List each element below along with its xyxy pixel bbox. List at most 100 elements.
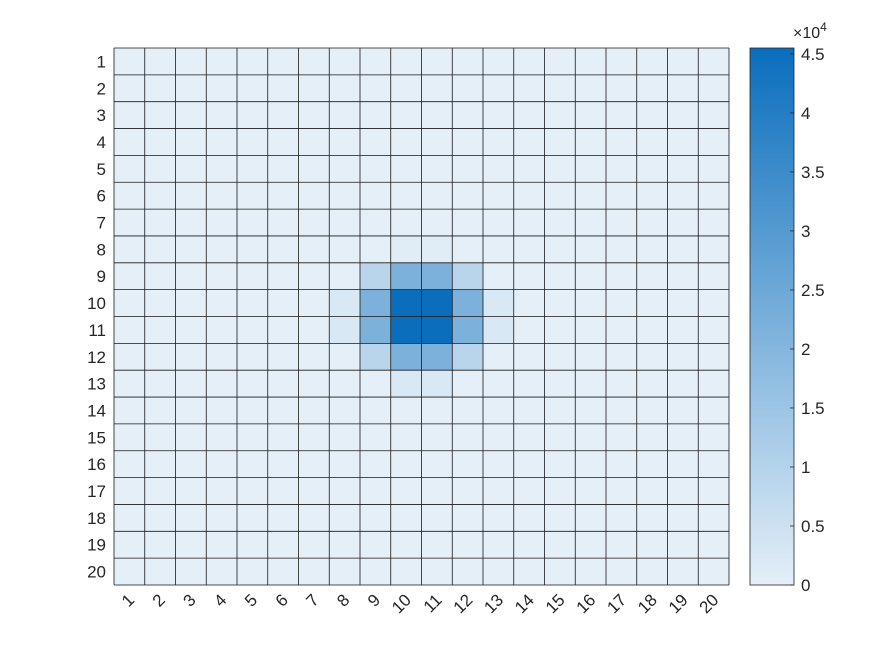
heatmap-cell-r7-c6 [267,209,299,237]
heatmap-cell-r13-c6 [267,370,299,398]
heatmap-cell-r5-c1 [114,155,146,183]
heatmap-cell-r7-c5 [237,209,269,237]
heatmap-cell-r12-c20 [698,343,730,371]
x-tick-label: 5 [241,590,261,610]
heatmap-cell-r3-c20 [698,101,730,129]
heatmap-cell-r6-c11 [421,182,453,210]
heatmap-cell-r12-c4 [206,343,238,371]
heatmap-cell-r14-c12 [452,397,484,425]
heatmap-cell-r5-c12 [452,155,484,183]
x-tick-label: 9 [364,590,384,610]
heatmap-cell-r15-c8 [329,423,361,452]
heatmap-cell-r18-c18 [636,504,668,532]
y-tick-label: 5 [97,160,106,179]
heatmap-cell-r16-c20 [698,450,730,478]
heatmap-cell-r1-c10 [390,48,422,76]
heatmap-cell-r12-c5 [237,343,269,371]
heatmap-cell-r14-c1 [114,397,146,425]
heatmap-cell-r18-c1 [114,504,146,532]
heatmap-cell-r13-c3 [175,370,207,398]
heatmap-cell-r15-c15 [544,423,576,452]
heatmap-cell-r14-c9 [360,397,392,425]
heatmap-cell-r17-c6 [267,477,299,505]
heatmap-cell-r12-c16 [575,343,607,371]
heatmap-cell-r12-c9 [360,343,392,371]
heatmap-cell-r7-c1 [114,209,146,237]
heatmap-cell-r2-c14 [513,74,545,103]
heatmap-cell-r3-c17 [606,101,638,129]
heatmap-cell-r4-c12 [452,128,484,156]
heatmap-cell-r1-c12 [452,48,484,76]
heatmap-cell-r16-c8 [329,450,361,478]
heatmap-cell-r6-c12 [452,182,484,210]
heatmap-cell-r13-c7 [298,370,330,398]
heatmap-cell-r17-c17 [606,477,638,505]
heatmap-cell-r15-c18 [636,423,668,452]
heatmap-cell-r18-c9 [360,504,392,532]
heatmap-cell-r1-c16 [575,48,607,76]
heatmap-cell-r1-c15 [544,48,576,76]
x-tick-label: 8 [333,590,353,610]
heatmap-cell-r16-c10 [390,450,422,478]
heatmap-cell-r10-c1 [114,289,146,317]
heatmap-cell-r18-c8 [329,504,361,532]
heatmap-cell-r14-c15 [544,397,576,425]
x-tick-labels: 1 2 3 4 5 6 7 8 9 10 11 12 13 14 15 16 17 18 19 20 [118,590,722,617]
heatmap-cell-r15-c14 [513,423,545,452]
heatmap-cell-r16-c5 [237,450,269,478]
heatmap-cell-r7-c13 [483,209,515,237]
heatmap-cell-r4-c15 [544,128,576,156]
heatmap-cell-r3-c9 [360,101,392,129]
y-tick-label: 9 [97,267,106,286]
y-tick-label: 1 [97,52,106,71]
heatmap-cell-r1-c4 [206,48,238,76]
heatmap-cell-r6-c9 [360,182,392,210]
heatmap-cell-r6-c10 [390,182,422,210]
heatmap-cell-r12-c6 [267,343,299,371]
y-tick-label: 10 [87,294,106,313]
heatmap-cell-r2-c20 [698,74,730,103]
heatmap-cell-r17-c16 [575,477,607,505]
heatmap-cell-r18-c11 [421,504,453,532]
heatmap-cell-r20-c14 [513,558,545,586]
heatmap-cell-r9-c16 [575,262,607,291]
heatmap-cell-r4-c2 [144,128,176,156]
heatmap-cell-r10-c5 [237,289,269,317]
heatmap-cell-r14-c7 [298,397,330,425]
heatmap-cell-r16-c11 [421,450,453,478]
heatmap-cell-r11-c1 [114,316,146,344]
x-tick-label: 15 [542,590,569,617]
y-tick-label: 8 [97,240,106,259]
heatmap-cell-r10-c9 [360,289,392,317]
heatmap-cell-r14-c16 [575,397,607,425]
heatmap-cell-r6-c14 [513,182,545,210]
heatmap-cell-r10-c11 [421,289,453,317]
heatmap-cell-r2-c8 [329,74,361,103]
heatmap-cell-r16-c16 [575,450,607,478]
heatmap-cell-r16-c6 [267,450,299,478]
heatmap-cell-r19-c11 [421,531,453,559]
heatmap-cell-r17-c4 [206,477,238,505]
heatmap-cell-r16-c12 [452,450,484,478]
heatmap-cell-r15-c17 [606,423,638,452]
heatmap-cell-r7-c19 [667,209,699,237]
heatmap-cell-r10-c8 [329,289,361,317]
heatmap-cell-r13-c12 [452,370,484,398]
heatmap-cell-r7-c11 [421,209,453,237]
y-tick-label: 15 [87,428,106,447]
heatmap-cell-r2-c12 [452,74,484,103]
heatmap-cell-r20-c10 [390,558,422,586]
heatmap-cell-r1-c7 [298,48,330,76]
heatmap-cell-r7-c9 [360,209,392,237]
heatmap-cell-r9-c9 [360,262,392,291]
heatmap-cell-r11-c11 [421,316,453,344]
heatmap-cell-r14-c14 [513,397,545,425]
heatmap-cell-r17-c8 [329,477,361,505]
heatmap-cell-r1-c14 [513,48,545,76]
heatmap-gridlines [113,47,730,586]
heatmap-cell-r12-c8 [329,343,361,371]
heatmap-cell-r7-c18 [636,209,668,237]
heatmap-cell-r17-c9 [360,477,392,505]
heatmap-cell-r3-c15 [544,101,576,129]
heatmap-cell-r18-c4 [206,504,238,532]
